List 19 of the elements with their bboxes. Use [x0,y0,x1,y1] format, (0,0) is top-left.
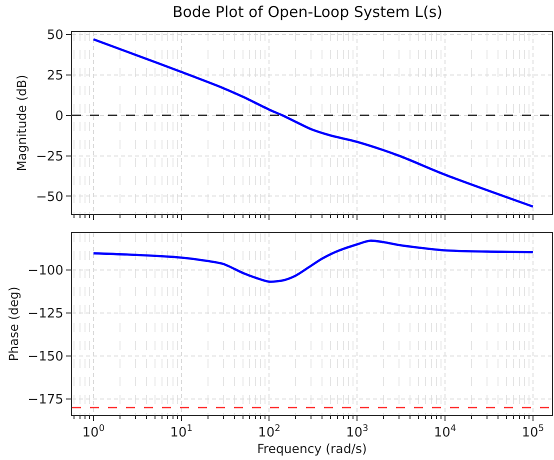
y-tick-label: −150 [28,350,64,365]
x-axis-title: Frequency (rad/s) [257,440,367,456]
x-tick-label: 10$^{0}$ [82,424,105,441]
chart-title: Bode Plot of Open-Loop System L(s) [172,3,442,22]
y-tick-label: 50 [46,28,64,43]
y-tick-label: 25 [46,68,64,84]
y-tick-label: −50 [36,190,64,205]
x-tick-label: 10$^{2}$ [258,424,280,441]
y-tick-label: −175 [28,392,64,408]
x-tick-label: 10$^{5}$ [522,424,544,441]
y-tick-label: 0 [55,108,64,124]
y-tick-label: −100 [28,264,64,279]
y-tick-label: −125 [28,306,64,322]
x-tick-label: 10$^{3}$ [346,424,368,441]
y-axis-title: Magnitude (dB) [14,74,30,172]
y-axis-title: Phase (deg) [6,286,21,362]
x-tick-label: 10$^{4}$ [434,424,456,441]
y-tick-label: −25 [36,149,64,164]
x-tick-label: 10$^{1}$ [170,424,193,441]
